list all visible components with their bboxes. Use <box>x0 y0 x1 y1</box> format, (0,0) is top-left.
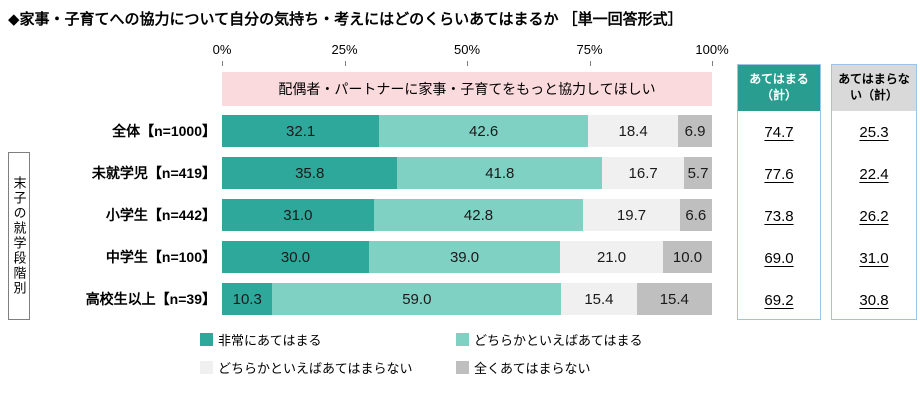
summary-value: 69.0 <box>764 249 794 267</box>
legend-label: 全くあてはまらない <box>474 361 591 376</box>
stacked-bar: 30.0 39.0 21.0 10.0 <box>222 241 712 273</box>
summary-value: 30.8 <box>859 291 889 309</box>
bar-segment: 16.7 <box>602 157 685 189</box>
bar-segment: 35.8 <box>222 157 398 189</box>
summary-value: 31.0 <box>859 249 889 267</box>
legend-label: どちらかといえばあてはまる <box>474 333 643 348</box>
axis-tick-label: 50% <box>453 42 481 57</box>
bar-segment: 10.0 <box>662 241 712 273</box>
summary-value: 77.6 <box>764 165 794 183</box>
summary-header-disagree: あてはまらな い（計） <box>832 65 916 111</box>
summary-value: 22.4 <box>859 165 889 183</box>
axis-tick-label: 100% <box>695 42 729 57</box>
row-label: 未就学児【n=419】 <box>91 165 216 181</box>
legend-swatch <box>456 333 469 346</box>
axis-tick-label: 75% <box>576 42 603 57</box>
row-label: 中学生【n=100】 <box>105 249 216 265</box>
summary-header-line: （計） <box>760 88 797 102</box>
chart-row: 全体【n=1000】 32.1 42.6 18.4 6.9 <box>0 110 920 152</box>
summary-header-line: あてはまらな <box>838 72 910 87</box>
summary-value: 25.3 <box>859 123 889 141</box>
group-axis-label: 末子の就学段階別 <box>8 152 30 320</box>
summary-header-agree: あてはまる （計） <box>738 65 820 111</box>
bar-segment: 42.8 <box>373 199 584 231</box>
stacked-bar: 10.3 59.0 15.4 15.4 <box>222 283 712 315</box>
legend-swatch <box>200 361 213 374</box>
axis-tick-mark <box>589 61 591 66</box>
summary-value: 73.8 <box>764 207 794 225</box>
axis-tick-label: 25% <box>331 42 358 57</box>
summary-box-agree: あてはまる （計） 74.7 77.6 73.8 69.0 69.2 <box>737 64 821 320</box>
bar-segment: 18.4 <box>588 115 679 147</box>
axis-tick-mark <box>467 61 468 66</box>
axis-tick-label: 0% <box>212 42 232 57</box>
legend-item: 全くあてはまらない <box>456 358 760 377</box>
bar-segment: 32.1 <box>222 115 380 147</box>
row-label: 小学生【n=442】 <box>105 207 216 223</box>
legend: 非常にあてはまる どちらかといえばあてはまるどちらかといえばあてはまらない 全くあて… <box>200 330 760 377</box>
summary-value: 74.7 <box>764 123 794 141</box>
rows: 全体【n=1000】 32.1 42.6 18.4 6.9 未就学児【n=419】 35.8… <box>0 110 920 320</box>
axis-tick-mark <box>712 61 713 66</box>
axis-tick-mark <box>344 61 346 66</box>
summary-value: 26.2 <box>859 207 889 225</box>
summary-value: 69.2 <box>764 291 794 309</box>
legend-label: どちらかといえばあてはまらない <box>218 361 413 376</box>
legend-item: どちらかといえばあてはまらない <box>200 358 456 377</box>
legend-item: 非常にあてはまる <box>200 330 456 349</box>
summary-values-agree: 74.7 77.6 73.8 69.0 69.2 <box>738 111 820 321</box>
legend-label: 非常にあてはまる <box>218 333 322 348</box>
bar-segment: 15.4 <box>636 283 712 315</box>
summary-header-line: い（計） <box>849 88 898 102</box>
bar-segment: 41.8 <box>397 157 603 189</box>
stacked-bar: 35.8 41.8 16.7 5.7 <box>222 157 712 189</box>
bar-segment: 10.3 <box>222 283 273 315</box>
legend-item: どちらかといえばあてはまる <box>456 330 760 349</box>
summary-box-disagree: あてはまらな い（計） 25.3 22.4 26.2 31.0 30.8 <box>831 64 917 320</box>
bar-segment: 15.4 <box>561 283 637 315</box>
chart-row: 小学生【n=442】 31.0 42.8 19.7 6.6 <box>0 194 920 236</box>
statement-banner: 配偶者・パートナーに家事・子育てをもっと協力してほしい <box>222 72 712 106</box>
chart-row: 高校生以上【n=39】 10.3 59.0 15.4 15.4 <box>0 278 920 320</box>
legend-swatch <box>200 333 213 346</box>
chart-row: 未就学児【n=419】 35.8 41.8 16.7 5.7 <box>0 152 920 194</box>
summary-values-disagree: 25.3 22.4 26.2 31.0 30.8 <box>832 111 916 321</box>
legend-swatch <box>456 361 469 374</box>
stacked-bar: 31.0 42.8 19.7 6.6 <box>222 199 712 231</box>
bar-segment: 42.6 <box>379 115 589 147</box>
bar-segment: 30.0 <box>222 241 369 273</box>
bar-segment: 6.6 <box>679 199 712 231</box>
stacked-bar: 32.1 42.6 18.4 6.9 <box>222 115 712 147</box>
row-label: 高校生以上【n=39】 <box>85 291 216 307</box>
bar-segment: 19.7 <box>583 199 680 231</box>
bar-segment: 31.0 <box>222 199 374 231</box>
summary-header-line: あてはまる <box>749 72 809 87</box>
bar-segment: 21.0 <box>560 241 663 273</box>
bar-segment: 6.9 <box>678 115 712 147</box>
axis-tick-mark <box>222 61 223 66</box>
bar-segment: 5.7 <box>684 157 712 189</box>
chart-title: ◆家事・子育てへの協力について自分の気持ち・考えにはどのくらいあてはまるか ［単… <box>8 11 683 28</box>
chart-row: 中学生【n=100】 30.0 39.0 21.0 10.0 <box>0 236 920 278</box>
bar-segment: 39.0 <box>369 241 561 273</box>
row-label: 全体【n=1000】 <box>112 123 216 139</box>
bar-segment: 59.0 <box>272 283 562 315</box>
